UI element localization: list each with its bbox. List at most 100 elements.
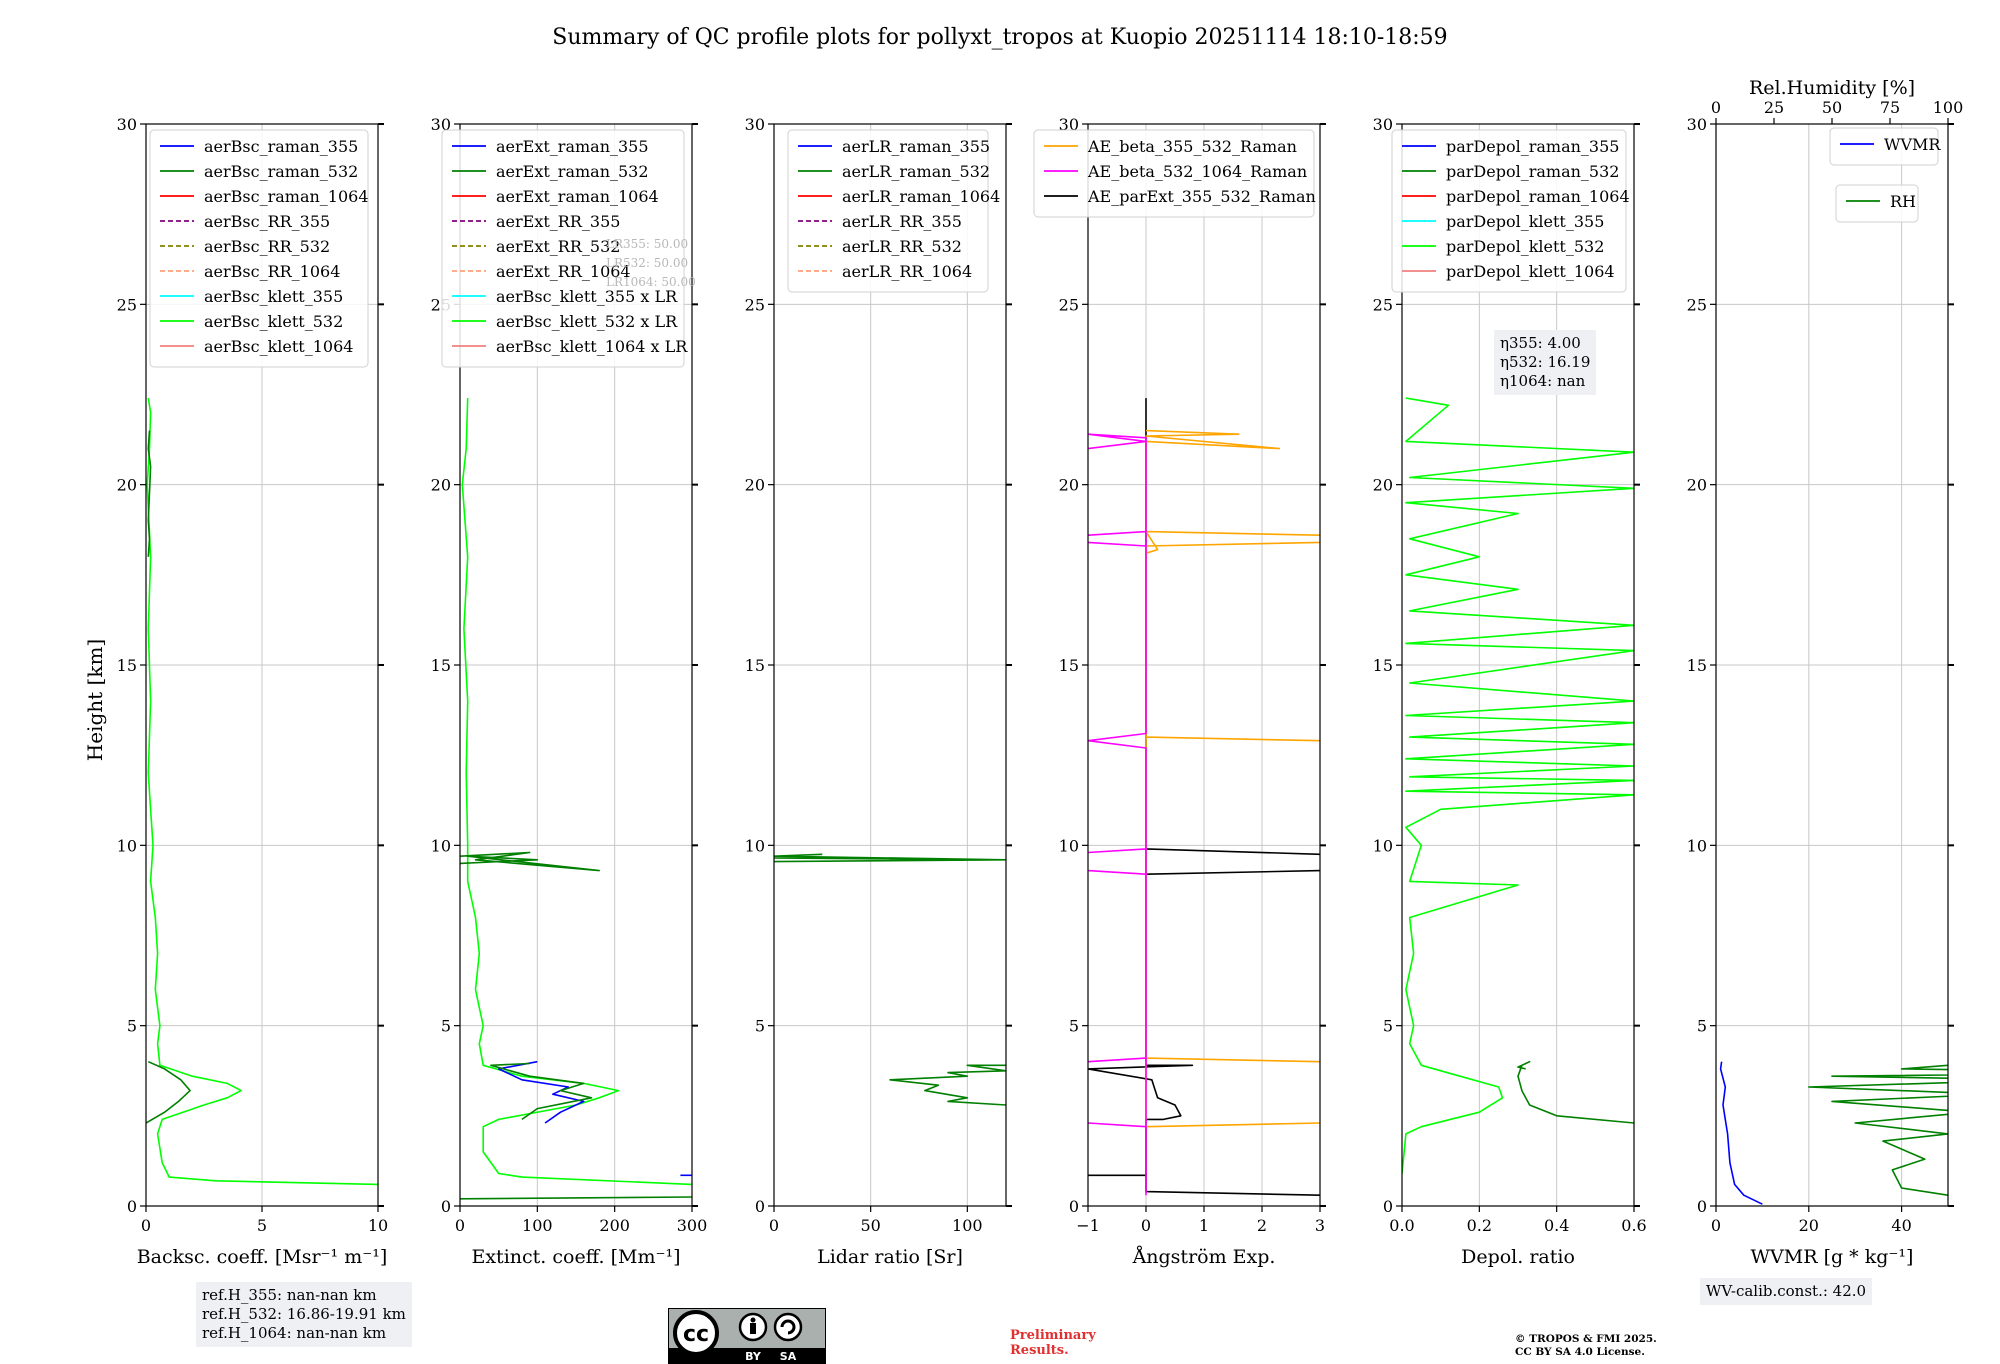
by-person-body <box>750 1323 756 1334</box>
x-tick-label: −1 <box>1076 1216 1100 1235</box>
legend-label: aerExt_RR_355 <box>496 212 620 231</box>
y-tick-label: 10 <box>1687 836 1707 855</box>
y-tick-label: 5 <box>755 1017 765 1036</box>
x-axis-label: WVMR [g * kg⁻¹] <box>1751 1246 1914 1268</box>
x-tick-label: 40 <box>1891 1216 1911 1235</box>
x-axis-label: Ångström Exp. <box>1132 1246 1276 1268</box>
legend-label: parDepol_raman_532 <box>1446 162 1619 181</box>
panel-depol: 0 5 10 15 20 25 30 0.0 0.2 0.4 0.6 Depol. ratio parD… <box>1373 115 1647 1268</box>
series-group <box>460 398 692 1200</box>
x-tick-label: 0.6 <box>1621 1216 1646 1235</box>
legend-frame <box>441 129 685 368</box>
legend-label: aerBsc_klett_355 x LR <box>496 287 678 306</box>
x2-tick-label: 75 <box>1880 98 1900 117</box>
legend-label: aerBsc_klett_355 <box>204 287 343 306</box>
legend-label: aerBsc_klett_1064 x LR <box>496 337 688 356</box>
copyright-note: © TROPOS & FMI 2025. CC BY SA 4.0 Licens… <box>1515 1333 1657 1359</box>
panel-bsc: 0 5 10 15 20 25 30 0 5 10 Backsc. coeff. [Msr⁻¹ m⁻… <box>117 115 389 1268</box>
y-tick-label: 25 <box>1687 295 1707 314</box>
y-tick-label: 30 <box>431 115 451 134</box>
y-tick-label: 15 <box>1373 656 1393 675</box>
y-tick-label: 30 <box>1687 115 1707 134</box>
x-tick-label: 10 <box>368 1216 388 1235</box>
y-tick-label: 10 <box>1059 836 1079 855</box>
lr-note: LR355: 50.00 <box>606 237 688 251</box>
y-tick-label: 30 <box>117 115 137 134</box>
legend-label: aerBsc_klett_1064 <box>204 337 353 356</box>
legend-label: AE_parExt_355_532_Raman <box>1087 187 1316 206</box>
legend-ext: aerExt_raman_355 aerExt_raman_532 aerExt_r… <box>441 129 688 368</box>
y-tick-label: 10 <box>1373 836 1393 855</box>
y-tick-label: 0 <box>441 1197 451 1216</box>
series-line-aerExt_raman_532 <box>490 1062 593 1121</box>
legend-label: aerBsc_raman_1064 <box>204 187 369 206</box>
series-line-aerBsc_klett_532 x LR <box>461 398 692 1186</box>
y-tick-label: 15 <box>745 656 765 675</box>
cc-icon-glyph: cc <box>683 1322 709 1347</box>
series-group <box>146 397 378 1186</box>
x-tick-label: 50 <box>860 1216 880 1235</box>
y-tick-label: 5 <box>1697 1017 1707 1036</box>
y-tick-label: 15 <box>1059 656 1079 675</box>
legend-label: aerExt_RR_532 <box>496 237 620 256</box>
legend-label: parDepol_raman_1064 <box>1446 187 1630 206</box>
x-tick-label: 0.2 <box>1467 1216 1492 1235</box>
x-tick-label: 2 <box>1257 1216 1267 1235</box>
y-tick-label: 20 <box>1687 476 1707 495</box>
legend-label: aerExt_raman_355 <box>496 137 649 156</box>
y-tick-label: 20 <box>431 476 451 495</box>
eta-532: η532: 16.19 <box>1500 353 1591 371</box>
legend-label: RH <box>1890 192 1916 211</box>
y-tick-label: 5 <box>1069 1017 1079 1036</box>
y-tick-label: 25 <box>745 295 765 314</box>
cc-icon <box>673 1310 719 1356</box>
y-tick-label: 10 <box>431 836 451 855</box>
sa-share-icon <box>773 1312 803 1342</box>
copyright-line-1: © TROPOS & FMI 2025. <box>1515 1333 1657 1345</box>
preliminary-line-1: Preliminary <box>1010 1328 1096 1343</box>
legend-label: WVMR <box>1884 135 1941 154</box>
legend-depol: parDepol_raman_355 parDepol_raman_532 parD… <box>1391 129 1630 293</box>
x-tick-label: 200 <box>599 1216 630 1235</box>
x-tick-label: 0 <box>455 1216 465 1235</box>
y-tick-label: 10 <box>117 836 137 855</box>
x-tick-label: 300 <box>677 1216 708 1235</box>
legend-lr: aerLR_raman_355 aerLR_raman_532 aerLR_rama… <box>787 129 1000 293</box>
x-tick-label: 1 <box>1199 1216 1209 1235</box>
ref-h-532: ref.H_532: 16.86-19.91 km <box>202 1305 406 1323</box>
legend-label: aerLR_RR_1064 <box>842 262 972 281</box>
cc-license-badge: cc BY SA <box>668 1308 826 1364</box>
x-tick-label: 0 <box>141 1216 151 1235</box>
lr-note: LR532: 50.00 <box>606 256 688 270</box>
y-tick-label: 5 <box>127 1017 137 1036</box>
x2-tick-label: 50 <box>1822 98 1842 117</box>
legend-label: parDepol_klett_355 <box>1446 212 1604 231</box>
wv-calibration-box: WV-calib.const.: 42.0 <box>1700 1278 1873 1305</box>
legend-frame <box>1829 127 1939 166</box>
x-tick-label: 5 <box>257 1216 267 1235</box>
y-tick-label: 30 <box>1373 115 1393 134</box>
legend-label: aerLR_raman_355 <box>842 137 990 156</box>
legend-label: aerBsc_RR_532 <box>204 237 330 256</box>
legend-label: aerExt_RR_1064 <box>496 262 631 281</box>
series-line-aerBsc_raman_532_upper <box>147 430 152 557</box>
series-line-aerBsc_raman_532 <box>146 1060 191 1124</box>
legend-frame <box>1033 129 1315 218</box>
y-tick-label: 20 <box>117 476 137 495</box>
series-line-aerExt_raman_532_upper <box>460 851 601 872</box>
x2-tick-label: 25 <box>1764 98 1784 117</box>
y-axis-label: Height [km] <box>83 639 107 761</box>
legend-label: aerBsc_RR_355 <box>204 212 330 231</box>
legend-label: aerBsc_raman_532 <box>204 162 358 181</box>
x-tick-label: 0 <box>1141 1216 1151 1235</box>
series-group <box>1088 398 1320 1196</box>
copyright-line-2: CC BY SA 4.0 License. <box>1515 1346 1645 1358</box>
x-tick-label: 0.0 <box>1389 1216 1414 1235</box>
y-tick-label: 20 <box>1373 476 1393 495</box>
cc-sa-label: SA <box>780 1350 797 1363</box>
series-line-aerBsc_klett_532 <box>146 397 378 1186</box>
legend-label: parDepol_klett_1064 <box>1446 262 1615 281</box>
eta-box: η355: 4.00 η532: 16.19 η1064: nan <box>1494 330 1597 395</box>
legend-frame <box>1835 184 1919 223</box>
